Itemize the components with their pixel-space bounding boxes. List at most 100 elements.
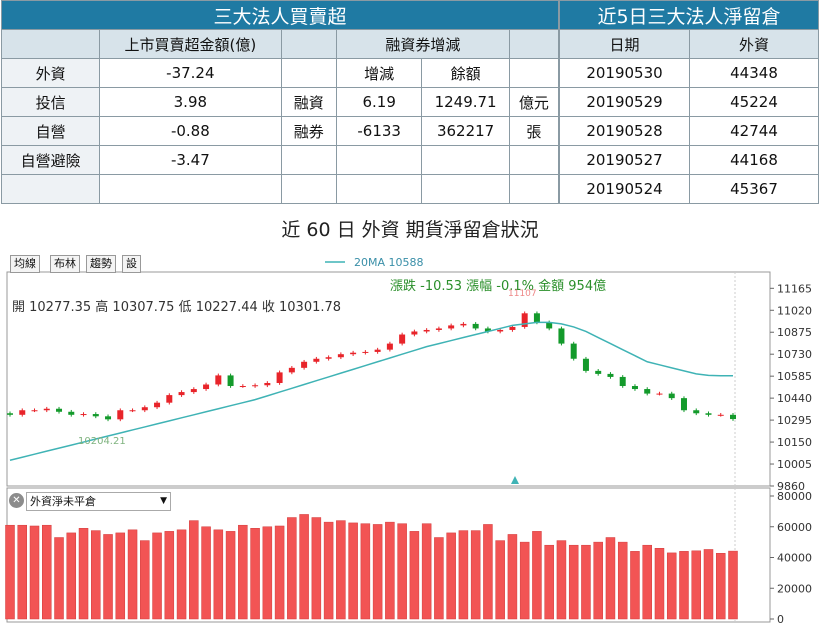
margin-label: 融券 bbox=[280, 116, 338, 146]
net-position-bar bbox=[348, 522, 358, 620]
net-position-bar bbox=[568, 544, 579, 620]
net-position-bar bbox=[593, 541, 603, 620]
candle-body bbox=[190, 389, 197, 393]
net-position-bar bbox=[287, 517, 297, 620]
candle-body bbox=[178, 392, 185, 396]
net-position-bar bbox=[458, 530, 469, 620]
candle-body bbox=[509, 326, 516, 330]
net-position-bar bbox=[483, 524, 493, 620]
bar-tick-label: 60000 bbox=[777, 521, 812, 534]
bar-tick-label: 0 bbox=[777, 613, 784, 624]
candle-body bbox=[43, 408, 50, 411]
candle-body bbox=[325, 357, 332, 359]
margin-balance: 362217 bbox=[421, 116, 510, 146]
net-position-bar bbox=[532, 531, 542, 620]
bar-tick-label: 80000 bbox=[777, 490, 812, 503]
candle-body bbox=[448, 325, 455, 329]
ma-button[interactable]: 均線 bbox=[10, 255, 40, 273]
trend-button[interactable]: 趨勢 bbox=[86, 255, 116, 273]
settings-button[interactable]: 設 bbox=[122, 255, 141, 273]
price-tick-label: 11020 bbox=[777, 304, 812, 317]
net-position-bar bbox=[127, 529, 138, 620]
net-position-bar bbox=[29, 525, 40, 620]
row-amount: -37.24 bbox=[99, 58, 282, 88]
candle-body bbox=[423, 329, 430, 332]
bollinger-button[interactable]: 布林 bbox=[50, 255, 80, 273]
candle-body bbox=[386, 343, 393, 350]
net-position-bar bbox=[164, 531, 175, 620]
cell-date: 20190530 bbox=[559, 58, 690, 88]
price-tick-label: 11165 bbox=[777, 282, 812, 295]
institutional-trading-table: 三大法人買賣超 上市買賣超金額(億) 融資券增減 外資 -37.24 增減 餘額… bbox=[0, 0, 560, 204]
indicator-select[interactable]: 外資淨未平倉 ▼ bbox=[26, 492, 171, 511]
net-position-bar bbox=[42, 524, 52, 620]
net-position-bar bbox=[691, 550, 701, 620]
cell-value: 44348 bbox=[689, 58, 819, 88]
candle-body bbox=[80, 414, 87, 416]
candle-body bbox=[141, 407, 148, 411]
net-position-bar bbox=[103, 534, 113, 620]
net-position-bar bbox=[581, 544, 591, 620]
candle-body bbox=[460, 323, 467, 326]
hdr-margin: 融資券增減 bbox=[336, 29, 510, 59]
net-position-bar bbox=[703, 549, 714, 620]
net-position-bar bbox=[495, 540, 505, 620]
net-position-bar bbox=[189, 520, 199, 620]
net-position-bar bbox=[78, 528, 89, 620]
candle-body bbox=[166, 395, 173, 403]
candle-body bbox=[252, 385, 259, 387]
candle-body bbox=[497, 329, 504, 332]
price-tick-label: 9860 bbox=[777, 480, 805, 493]
candle-body bbox=[399, 334, 406, 344]
net-position-bar bbox=[507, 534, 518, 620]
cell-value: 45224 bbox=[689, 87, 819, 117]
candle-body bbox=[656, 393, 663, 395]
candle-body bbox=[215, 375, 222, 385]
candle-body bbox=[288, 367, 295, 373]
net-position-bar bbox=[605, 537, 616, 620]
net-position-bar bbox=[176, 529, 187, 620]
candle-body bbox=[668, 393, 675, 399]
chart-title: 近 60 日 外資 期貨淨留倉狀況 bbox=[281, 219, 539, 241]
ma20-line bbox=[9, 321, 733, 461]
bar-tick-label: 20000 bbox=[777, 582, 812, 595]
net-position-bar bbox=[666, 552, 677, 620]
close-icon[interactable]: ✕ bbox=[9, 493, 24, 508]
net-position-bar bbox=[66, 532, 77, 620]
net-position-bar bbox=[385, 521, 395, 620]
candle-body bbox=[533, 313, 540, 323]
hdr-blank3 bbox=[508, 29, 560, 59]
row-amount: -0.88 bbox=[99, 116, 282, 146]
candle-body bbox=[730, 414, 736, 420]
net-position-bar bbox=[274, 525, 285, 620]
price-tick-label: 10585 bbox=[777, 370, 812, 383]
candle-body bbox=[374, 349, 381, 352]
net-position-bar bbox=[311, 517, 322, 620]
candle-body bbox=[301, 361, 308, 368]
net-position-bar bbox=[250, 528, 260, 620]
candle-body bbox=[680, 398, 687, 411]
price-frame bbox=[6, 271, 771, 487]
candle-body bbox=[607, 373, 614, 377]
net-position-bar bbox=[115, 532, 126, 620]
net-position-bar bbox=[642, 544, 652, 620]
row-amount: 3.98 bbox=[99, 87, 282, 117]
candle-body bbox=[313, 358, 320, 362]
candle-body bbox=[435, 328, 442, 330]
net-position-bar bbox=[5, 524, 15, 620]
net-position-table: 近5日三大法人淨留倉 日期 外資 20190530 44348 20190529 4… bbox=[559, 0, 819, 204]
net-position-bar bbox=[238, 524, 248, 620]
candle-body bbox=[7, 413, 13, 415]
candle-body bbox=[129, 410, 136, 412]
net-position-bar bbox=[434, 537, 444, 620]
candle-body bbox=[203, 384, 210, 390]
candle-body bbox=[31, 410, 38, 412]
high-annotation: 11107 bbox=[508, 289, 537, 299]
net-position-bar bbox=[140, 540, 150, 620]
margin-balance: 1249.71 bbox=[421, 87, 510, 117]
net-position-bar bbox=[323, 521, 334, 620]
candle-body bbox=[570, 343, 577, 359]
change-text: 漲跌 -10.53 漲幅 -0.1% 金額 954億 bbox=[390, 278, 606, 294]
candle-body bbox=[411, 331, 418, 335]
margin-unit: 億元 bbox=[508, 87, 560, 117]
